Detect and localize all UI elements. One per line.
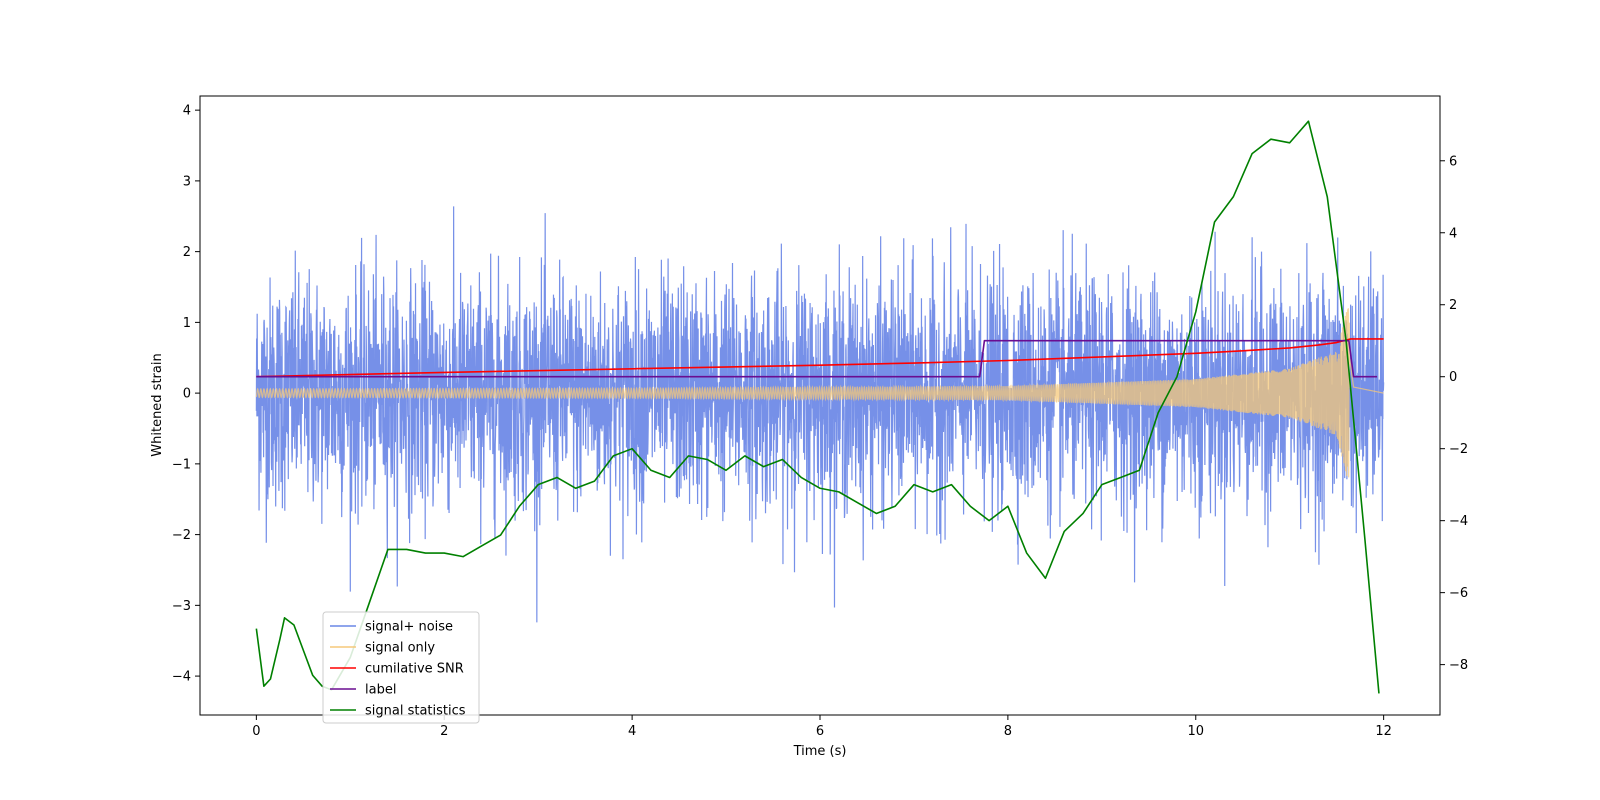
y-tick-label: −2 [172,528,191,543]
y-tick-label: −4 [172,670,191,685]
legend-entry-label: signal+ noise [365,620,453,635]
y2-tick-label: 2 [1449,298,1457,313]
x-axis-label: Time (s) [793,744,847,759]
y2-tick-label: −4 [1449,514,1468,529]
x-tick-label: 0 [252,724,260,739]
y-axis-label: Whitened strain [150,353,165,456]
legend-entry-label: cumilative SNR [365,662,464,677]
y-tick-label: −3 [172,599,191,614]
legend: signal+ noise signal only cumilative SNR la… [322,611,480,724]
y-tick-label: 0 [183,387,191,402]
x-tick-label: 4 [628,724,636,739]
y2-tick-label: −6 [1449,586,1468,601]
y-tick-label: 2 [183,245,191,260]
y2-tick-label: 6 [1449,154,1457,169]
y-tick-label: 4 [183,104,191,119]
x-tick-label: 2 [440,724,448,739]
series-label-line [256,339,1378,378]
legend-entry-label: signal only [365,641,435,656]
y2-tick-label: 4 [1449,226,1457,241]
legend-entry-label: label [365,683,396,698]
y2-tick-label: 0 [1449,370,1457,385]
series-signal-only-line [255,308,1384,478]
y2-tick-label: −8 [1449,658,1468,673]
x-tick-label: 6 [816,724,824,739]
y-tick-label: 1 [183,316,191,331]
legend-entry-label: signal statistics [365,704,466,719]
x-tick-label: 8 [1004,724,1012,739]
y-tick-label: 3 [183,174,191,189]
legend-frame [322,611,480,724]
x-tick-label: 12 [1375,724,1392,739]
y-tick-label: −1 [172,457,191,472]
x-tick-label: 10 [1187,724,1204,739]
series-layer [255,120,1385,694]
y2-tick-label: −2 [1449,442,1468,457]
